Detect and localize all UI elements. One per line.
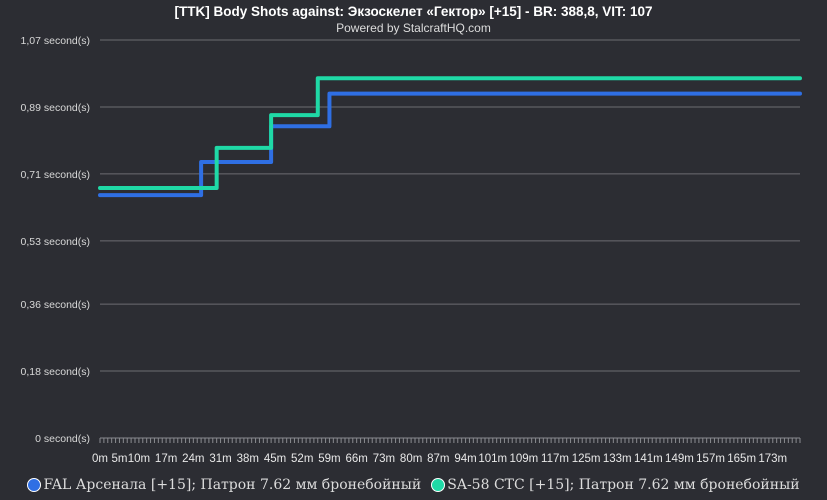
legend-swatch-sa58 <box>431 478 446 492</box>
legend-item-sa58[interactable]: SA-58 СТС [+15]; Патрон 7.62 мм бронебой… <box>431 477 800 493</box>
x-tick-label: 5m <box>111 453 127 465</box>
chart-subtitle: Powered by StalcraftHQ.com <box>336 21 491 35</box>
series-line-1 <box>98 76 802 191</box>
y-tick-label: 1,07 second(s) <box>21 35 90 47</box>
y-tick-label: 0,53 second(s) <box>21 236 90 248</box>
x-tick-label: 165m <box>727 453 756 465</box>
x-tick-label: 141m <box>634 453 663 465</box>
x-tick-label: 94m <box>454 453 476 465</box>
x-tick-label: 31m <box>209 453 231 465</box>
x-tick-label: 109m <box>509 453 538 465</box>
x-tick-label: 73m <box>373 453 395 465</box>
x-tick-label: 52m <box>291 453 313 465</box>
x-tick-label: 117m <box>541 453 569 465</box>
y-tick-label: 0 second(s) <box>35 433 90 445</box>
x-tick-label: 66m <box>345 453 367 465</box>
legend-label-fal: FAL Арсенала [+15]; Патрон 7.62 мм броне… <box>43 477 422 493</box>
x-tick-label: 157m <box>696 453 725 465</box>
chart-title: [TTK] Body Shots against: Экзоскелет «Ге… <box>174 4 653 19</box>
legend-item-fal[interactable]: FAL Арсенала [+15]; Патрон 7.62 мм броне… <box>27 477 421 493</box>
legend-swatch-fal <box>27 478 42 492</box>
x-tick-label: 87m <box>427 453 449 465</box>
y-tick-label: 0,18 second(s) <box>21 366 90 378</box>
x-tick-label: 24m <box>182 453 204 465</box>
x-tick-label: 133m <box>603 453 632 465</box>
legend-label-sa58: SA-58 СТС [+15]; Патрон 7.62 мм бронебой… <box>447 477 800 493</box>
x-tick-label: 17m <box>155 453 177 465</box>
x-tick-label: 149m <box>665 453 694 465</box>
x-tick-label: 173m <box>758 453 787 465</box>
legend: FAL Арсенала [+15]; Патрон 7.62 мм броне… <box>0 477 827 493</box>
x-tick-label: 45m <box>264 453 286 465</box>
y-tick-label: 0,89 second(s) <box>21 102 90 114</box>
x-tick-label: 59m <box>318 453 340 465</box>
x-tick-label: 125m <box>572 453 601 465</box>
series-line-0 <box>98 91 802 198</box>
y-tick-label: 0,71 second(s) <box>21 169 90 181</box>
plot-area: 0 second(s) 0,18 second(s) 0,36 second(s) 0… <box>21 35 802 465</box>
y-tick-label: 0,36 second(s) <box>21 299 90 311</box>
x-tick-label: 80m <box>400 453 422 465</box>
x-tick-label: 0m <box>92 453 108 465</box>
x-tick-label: 10m <box>128 453 150 465</box>
x-tick-label: 101m <box>478 453 507 465</box>
x-tick-label: 38m <box>237 453 259 465</box>
